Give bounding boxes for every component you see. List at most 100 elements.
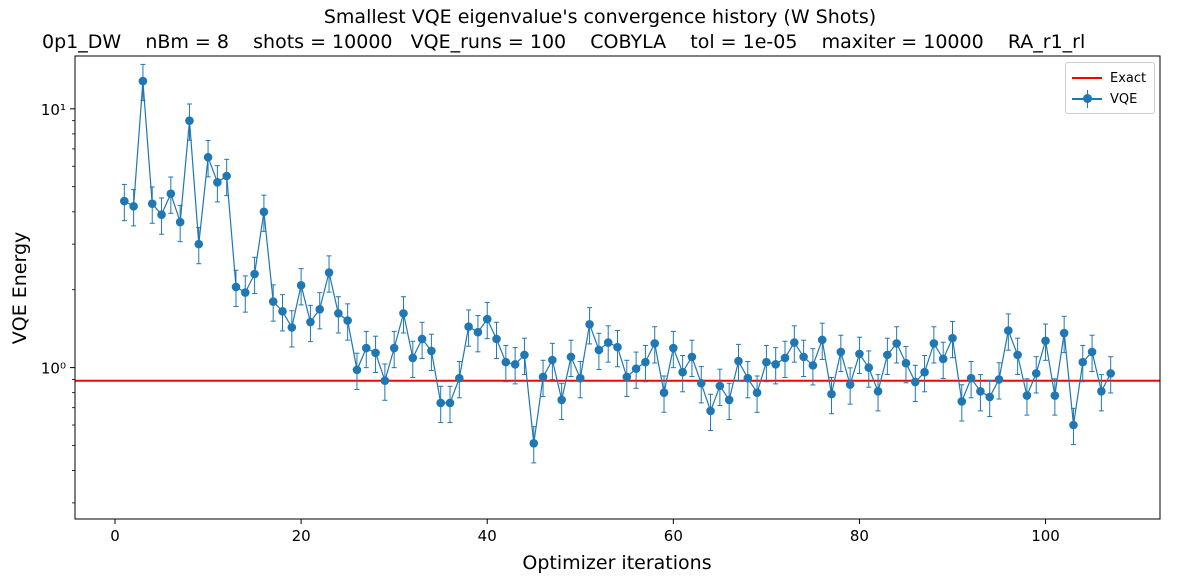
vqe-point [389,343,399,353]
vqe-point [1022,391,1032,400]
vqe-point [566,352,576,362]
vqe-point [603,338,613,347]
vqe-point [529,438,539,448]
vqe-series [120,63,1115,464]
vqe-point [696,378,706,388]
vqe-point [157,210,166,219]
vqe-point [417,334,427,344]
vqe-point [324,268,334,277]
vqe-point [278,307,287,316]
vqe-point [892,339,901,348]
vqe-point [752,388,762,397]
vqe-point [1041,336,1050,346]
x-axis: 0 20 40 60 80 100 [110,519,1060,545]
vqe-point [594,345,604,355]
vqe-point [938,354,948,364]
vqe-point [510,359,520,369]
vqe-point [976,386,985,396]
vqe-point [1059,328,1069,338]
vqe-point [147,199,157,208]
vqe-point [883,350,892,360]
vqe-point [250,269,259,279]
vqe-point [240,288,250,297]
legend: Exact VQE [1065,62,1155,114]
vqe-point [920,367,929,377]
vqe-point [175,217,185,227]
vqe-point [957,397,967,406]
vqe-point [455,373,464,383]
vqe-point [436,398,445,408]
vqe-point [120,196,129,206]
vqe-point [873,386,883,396]
vqe-point [743,373,753,383]
vqe-point [641,357,650,367]
vqe-point [213,178,222,187]
vqe-point [1087,347,1097,357]
vqe-point [129,202,138,211]
vqe-point [380,376,390,386]
vqe-point [817,335,827,345]
vqe-point [361,343,371,353]
vqe-point [910,377,920,387]
vqe-point [575,373,585,383]
vqe-point [557,395,566,405]
y-axis: 10⁰ 10¹ [41,101,75,504]
vqe-point [836,347,846,357]
legend-label-vqe: VQE [1110,91,1138,107]
vqe-point [762,357,771,367]
vqe-point [492,334,501,344]
vqe-point [659,388,669,397]
vqe-point [669,343,678,353]
vqe-point [678,367,687,377]
vqe-point [808,361,818,370]
vqe-point [408,353,418,363]
vqe-point [864,363,874,372]
y-tick-label: 10¹ [41,101,66,119]
vqe-point [1069,420,1078,430]
vqe-point [138,76,148,86]
vqe-point [929,339,939,348]
vqe-point [901,358,911,368]
vqe-point [613,342,622,352]
vqe-point [334,309,343,318]
vqe-point [222,171,231,181]
x-axis-label: Optimizer iterations [522,552,711,574]
vqe-point [724,395,734,405]
vqe-point [845,380,855,389]
x-tick-label: 20 [292,527,311,545]
vqe-point [1031,369,1041,378]
vqe-point [166,189,176,198]
vqe-point [427,346,436,356]
y-axis-label: VQE Energy [9,232,31,345]
x-tick-label: 100 [1031,527,1060,545]
vqe-point [1106,369,1115,378]
legend-item-vqe: VQE [1072,90,1137,108]
vqe-point [827,389,836,399]
vqe-point [1097,386,1106,396]
vqe-point [1013,350,1022,360]
vqe-point [473,327,483,337]
vqe-point [445,398,455,408]
vqe-point [855,349,864,359]
vqe-point [501,357,511,367]
legend-item-exact: Exact [1072,69,1146,87]
vqe-point [799,352,808,362]
vqe-point [948,333,957,343]
vqe-point [631,364,641,374]
legend-swatch-vqe [1072,90,1102,108]
vqe-point [985,392,995,402]
vqe-point [771,359,780,369]
vqe-point [464,322,473,331]
vqe-point [585,320,594,329]
axes-frame [74,55,1161,520]
vqe-point [994,375,1004,384]
vqe-point [548,355,557,365]
vqe-point [287,323,297,332]
chart-subtitle: 0p1_DW nBm = 8 shots = 10000 VQE_runs = … [42,31,1086,53]
vqe-point [371,348,380,358]
vqe-point [185,116,194,125]
vqe-line [124,81,1112,444]
vqe-point [538,372,548,382]
x-tick-label: 40 [478,527,497,545]
vqe-point [706,406,715,416]
